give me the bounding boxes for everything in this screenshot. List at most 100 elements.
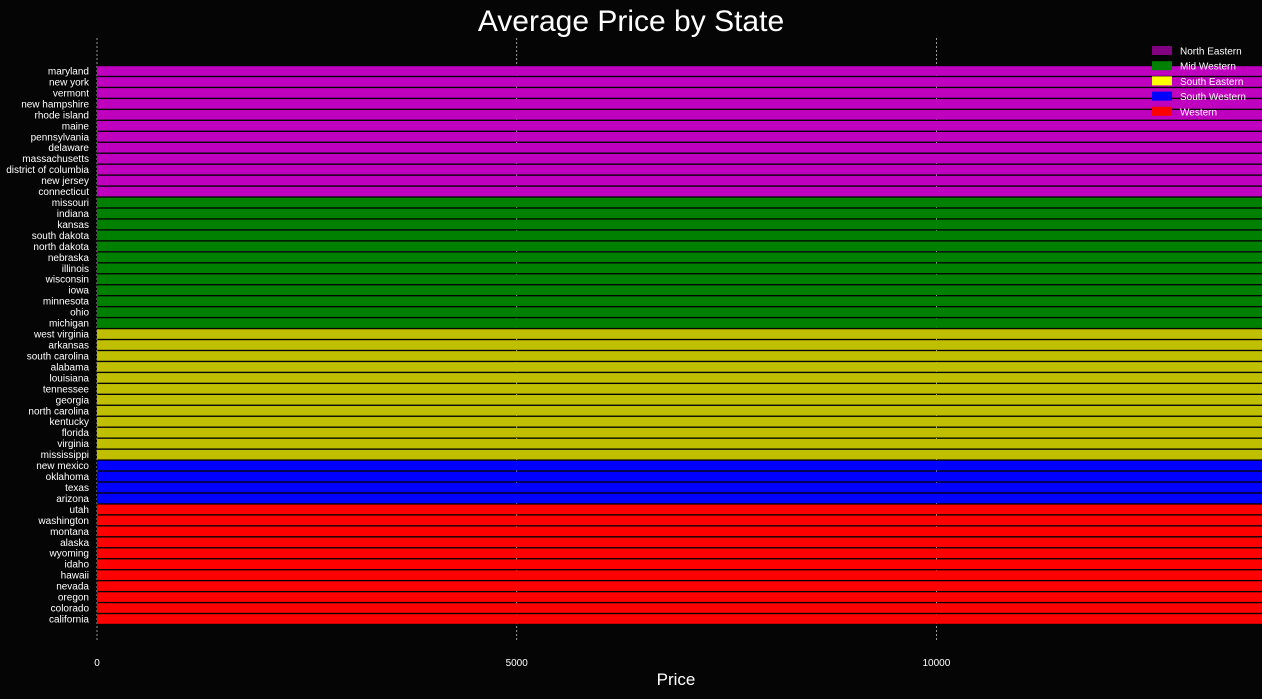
bar-texas: [97, 482, 1262, 493]
bar-new-mexico: [97, 460, 1262, 471]
legend-label: North Eastern: [1180, 47, 1242, 58]
y-tick-label: michigan: [49, 319, 89, 330]
y-tick-label: new york: [49, 77, 90, 88]
bar-oregon: [97, 592, 1262, 602]
bars: [97, 66, 1262, 624]
y-tick-label: idaho: [65, 560, 90, 571]
bar-illinois: [97, 263, 1262, 274]
bar-colorado: [97, 603, 1262, 613]
y-tick-label: indiana: [57, 209, 90, 220]
x-axis-label: Price: [657, 670, 696, 689]
y-tick-label: california: [49, 615, 89, 626]
y-tick-label: mississippi: [41, 450, 89, 461]
x-tick-labels: 0500010000150002000025000: [94, 658, 951, 669]
y-tick-label: texas: [65, 483, 89, 494]
bar-north-dakota: [97, 241, 1262, 252]
legend-swatch: [1152, 106, 1172, 116]
y-tick-label: colorado: [51, 604, 90, 615]
legend-swatch: [1152, 46, 1172, 55]
y-tick-label: north carolina: [28, 406, 89, 417]
y-tick-label: oregon: [58, 593, 89, 604]
y-tick-label: new mexico: [36, 461, 89, 472]
bar-maine: [97, 121, 1262, 131]
y-tick-label: wisconsin: [45, 275, 89, 286]
y-tick-label: utah: [70, 505, 89, 516]
bar-minnesota: [97, 296, 1262, 306]
y-tick-label: missouri: [52, 198, 89, 209]
bar-delaware: [97, 142, 1262, 153]
bar-utah: [97, 504, 1262, 515]
bar-alaska: [97, 537, 1262, 548]
y-tick-label: nebraska: [48, 253, 90, 264]
bar-south-carolina: [97, 351, 1262, 361]
bar-kentucky: [97, 416, 1262, 427]
bar-iowa: [97, 285, 1262, 295]
y-tick-label: montana: [50, 527, 89, 538]
bar-new-jersey: [97, 175, 1262, 186]
y-tick-label: alabama: [51, 362, 90, 373]
x-tick-label: 0: [94, 658, 100, 669]
bar-oklahoma: [97, 471, 1262, 482]
bar-rhode-island: [97, 110, 1262, 120]
y-tick-label: kentucky: [50, 417, 89, 428]
y-tick-label: new jersey: [41, 176, 89, 187]
legend-swatch: [1152, 61, 1172, 71]
bar-washington: [97, 515, 1262, 526]
y-tick-label: georgia: [56, 395, 90, 406]
legend-label: South Eastern: [1180, 77, 1243, 88]
legend-swatch: [1152, 91, 1172, 101]
bar-hawaii: [97, 570, 1262, 580]
bar-district-of-columbia: [97, 164, 1262, 175]
bar-maryland: [97, 66, 1262, 76]
bar-new-york: [97, 77, 1262, 87]
bar-wyoming: [97, 548, 1262, 559]
legend: North Eastern Mid Western South Eastern Sou…: [1152, 46, 1246, 118]
y-tick-label: ohio: [70, 308, 89, 319]
bar-michigan: [97, 318, 1262, 328]
bar-florida: [97, 427, 1262, 438]
y-tick-label: west virginia: [33, 330, 89, 341]
y-tick-label: washington: [37, 516, 89, 527]
y-tick-label: south carolina: [27, 351, 90, 362]
y-tick-label: minnesota: [43, 297, 90, 308]
y-tick-label: wyoming: [49, 549, 89, 560]
bar-virginia: [97, 438, 1262, 449]
y-tick-label: kansas: [57, 220, 89, 231]
bar-arkansas: [97, 340, 1262, 350]
legend-label: Mid Western: [1180, 62, 1236, 73]
x-tick-label: 5000: [506, 658, 529, 669]
y-tick-label: south dakota: [32, 231, 90, 242]
bar-indiana: [97, 208, 1262, 219]
bar-nebraska: [97, 252, 1262, 263]
y-tick-label: hawaii: [61, 571, 89, 582]
bar-massachusetts: [97, 153, 1262, 164]
bar-west-virginia: [97, 329, 1262, 339]
bar-new-hampshire: [97, 99, 1262, 109]
y-tick-label: pennsylvania: [31, 132, 90, 143]
x-tick-label: 10000: [922, 658, 950, 669]
y-tick-label: massachusetts: [22, 154, 89, 165]
bar-nevada: [97, 581, 1262, 591]
bar-montana: [97, 526, 1262, 537]
y-tick-label: florida: [62, 428, 90, 439]
bar-ohio: [97, 307, 1262, 317]
y-tick-label: delaware: [48, 143, 89, 154]
bar-kansas: [97, 219, 1262, 230]
bar-vermont: [97, 88, 1262, 98]
y-tick-label: tennessee: [43, 384, 90, 395]
bar-mississippi: [97, 449, 1262, 460]
legend-swatch: [1152, 76, 1172, 86]
bar-north-carolina: [97, 405, 1262, 416]
y-tick-label: iowa: [68, 286, 89, 297]
bar-missouri: [97, 197, 1262, 208]
y-tick-label: oklahoma: [46, 472, 90, 483]
chart-title: Average Price by State: [478, 5, 784, 38]
bar-wisconsin: [97, 274, 1262, 285]
y-tick-label: alaska: [60, 538, 89, 549]
bar-south-dakota: [97, 230, 1262, 241]
y-tick-label: vermont: [53, 88, 89, 99]
y-tick-label: arizona: [56, 494, 89, 505]
